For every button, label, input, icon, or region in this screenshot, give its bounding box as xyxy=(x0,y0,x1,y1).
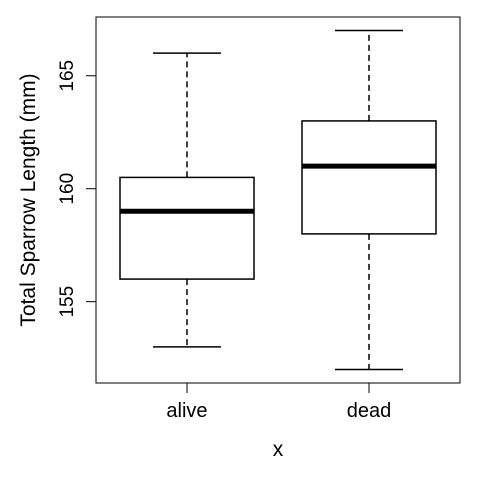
box-alive xyxy=(119,52,255,348)
x-tick-label: dead xyxy=(347,400,392,422)
x-axis: alive dead xyxy=(166,383,391,422)
iqr-box xyxy=(119,176,255,280)
y-tick-label: 165 xyxy=(57,60,78,92)
iqr-box xyxy=(301,120,437,235)
y-axis-label: Total Sparrow Length (mm) xyxy=(17,73,40,326)
y-axis: 155 160 165 xyxy=(57,60,97,318)
y-tick-label: 160 xyxy=(57,173,78,205)
y-tick-label: 155 xyxy=(57,286,78,318)
box-dead xyxy=(301,29,437,371)
x-axis-label: x xyxy=(273,438,284,461)
boxes-layer xyxy=(119,29,437,371)
x-tick-label: alive xyxy=(166,400,207,422)
